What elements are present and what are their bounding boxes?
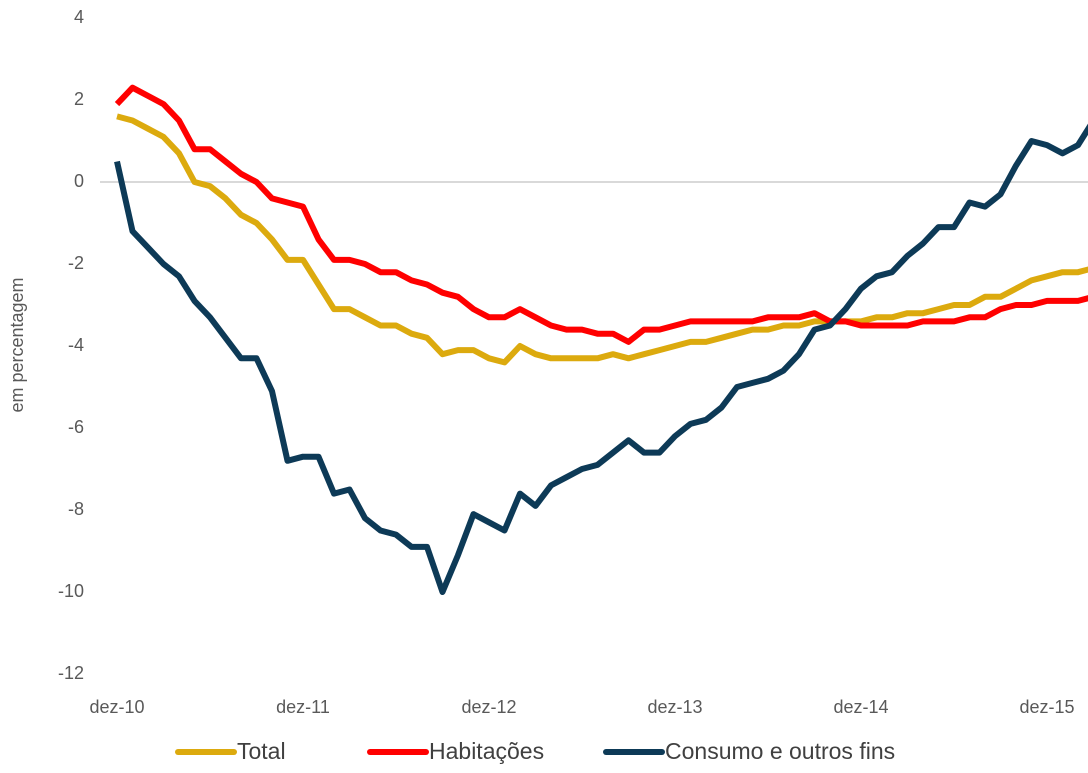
x-tick-label: dez-11: [276, 697, 330, 717]
series-line: [116, 113, 1088, 366]
y-tick-label: -4: [68, 335, 84, 355]
y-tick-label: 0: [74, 171, 84, 191]
y-tick-label: 4: [74, 7, 84, 27]
series-line: [114, 123, 1088, 595]
x-tick-label: dez-13: [647, 697, 702, 717]
y-tick-label: -10: [58, 581, 84, 601]
x-tick-label: dez-10: [89, 697, 144, 717]
x-tick-label: dez-12: [461, 697, 516, 717]
x-tick-label: dez-14: [833, 697, 888, 717]
series-line: [114, 84, 1088, 345]
x-tick-label: dez-15: [1019, 697, 1074, 717]
legend-label: Total: [237, 738, 286, 764]
y-tick-label: -12: [58, 663, 84, 683]
y-axis-title: em percentagem: [7, 277, 27, 412]
legend-label: Habitações: [429, 738, 544, 764]
y-tick-label: 2: [74, 89, 84, 109]
y-tick-label: -8: [68, 499, 84, 519]
y-tick-label: -6: [68, 417, 84, 437]
legend-label: Consumo e outros fins: [665, 738, 895, 764]
y-tick-label: -2: [68, 253, 84, 273]
